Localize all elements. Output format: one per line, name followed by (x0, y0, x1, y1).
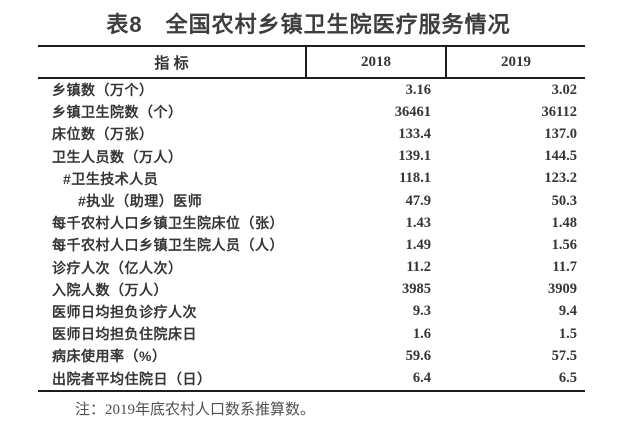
header-year-2018: 2018 (305, 47, 445, 77)
data-table: 指 标 2018 2019 乡镇数（万个） 3.16 3.02 乡镇卫生院数（个… (38, 45, 585, 392)
row-value-2019: 3.02 (551, 81, 577, 98)
row-value-2018: 1.49 (405, 236, 431, 253)
table-row: 诊疗人次（亿人次） 11.2 11.7 (38, 257, 585, 279)
row-value-2018: 1.43 (405, 214, 431, 231)
row-label: 乡镇数（万个） (52, 82, 154, 99)
table-note: 注：2019年底农村人口数系推算数。 (75, 402, 316, 418)
row-value-2018: 47.9 (405, 192, 431, 209)
row-value-2019: 57.5 (551, 347, 577, 364)
row-label: 床位数（万张） (52, 126, 154, 143)
row-value-2019: 1.48 (551, 214, 577, 231)
table-header-row: 指 标 2018 2019 (38, 47, 585, 79)
row-value-2019: 1.56 (551, 236, 577, 253)
row-value-2019: 123.2 (544, 170, 577, 187)
row-value-2019: 3909 (548, 281, 577, 298)
table-row: 出院者平均住院日（日） 6.4 6.5 (38, 367, 585, 389)
row-value-2018: 139.1 (398, 148, 431, 165)
row-value-2019: 50.3 (551, 192, 577, 209)
table-row: 每千农村人口乡镇卫生院床位（张） 1.43 1.48 (38, 212, 585, 234)
table-row: #卫生技术人员 118.1 123.2 (38, 168, 585, 190)
row-label: 卫生人员数（万人） (52, 148, 183, 165)
table-row: 病床使用率（%） 59.6 57.5 (38, 345, 585, 367)
table-row: 医师日均担负诊疗人次 9.3 9.4 (38, 301, 585, 323)
row-value-2018: 59.6 (405, 347, 431, 364)
row-value-2018: 3.16 (405, 81, 431, 98)
row-label: 诊疗人次（亿人次） (52, 259, 183, 276)
table-row: 入院人数（万人） 3985 3909 (38, 279, 585, 301)
table-row: 乡镇数（万个） 3.16 3.02 (38, 79, 585, 101)
table-body: 乡镇数（万个） 3.16 3.02 乡镇卫生院数（个） 36461 36112 … (38, 79, 585, 390)
table-row: 床位数（万张） 133.4 137.0 (38, 123, 585, 145)
table-row: 乡镇卫生院数（个） 36461 36112 (38, 101, 585, 123)
row-value-2018: 133.4 (398, 125, 431, 142)
row-value-2018: 9.3 (412, 303, 431, 320)
row-value-2019: 6.5 (558, 370, 577, 387)
header-indicator: 指 标 (154, 54, 189, 72)
row-value-2018: 1.6 (412, 325, 431, 342)
row-label: 病床使用率（%） (52, 348, 167, 365)
row-value-2018: 6.4 (412, 370, 431, 387)
table-title: 表8 全国农村乡镇卫生院医疗服务情况 (106, 12, 511, 37)
row-value-2018: 118.1 (399, 170, 431, 187)
row-label: 每千农村人口乡镇卫生院床位（张） (52, 215, 284, 232)
row-label: 乡镇卫生院数（个） (52, 104, 183, 121)
row-value-2019: 144.5 (544, 148, 577, 165)
row-value-2019: 11.7 (552, 259, 577, 276)
table-row: 医师日均担负住院床日 1.6 1.5 (38, 323, 585, 345)
row-label: 医师日均担负诊疗人次 (52, 303, 197, 320)
row-label: 出院者平均住院日（日） (52, 370, 212, 387)
row-value-2018: 11.2 (406, 259, 431, 276)
row-value-2018: 36461 (394, 103, 431, 120)
header-year-2019: 2019 (445, 47, 585, 77)
table-row: 卫生人员数（万人） 139.1 144.5 (38, 146, 585, 168)
row-value-2019: 137.0 (544, 125, 577, 142)
row-value-2019: 1.5 (558, 325, 577, 342)
row-label: #卫生技术人员 (63, 170, 159, 187)
row-value-2019: 9.4 (558, 303, 577, 320)
row-value-2018: 3985 (402, 281, 431, 298)
row-value-2019: 36112 (541, 103, 577, 120)
table-row: 每千农村人口乡镇卫生院人员（人） 1.49 1.56 (38, 234, 585, 256)
row-label: 医师日均担负住院床日 (52, 326, 197, 343)
row-label: 每千农村人口乡镇卫生院人员（人） (52, 237, 284, 254)
row-label: #执业（助理）医师 (78, 193, 203, 210)
row-label: 入院人数（万人） (52, 281, 168, 298)
table-row: #执业（助理）医师 47.9 50.3 (38, 190, 585, 212)
